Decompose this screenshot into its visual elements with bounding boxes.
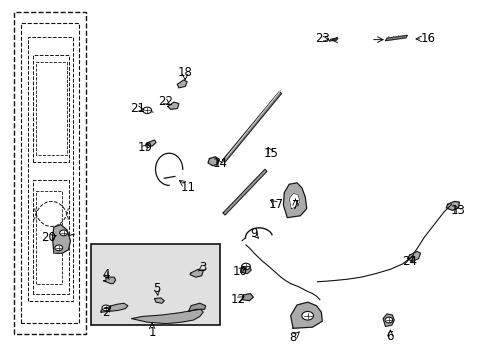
Text: 19: 19 [137,141,152,154]
Text: 5: 5 [153,283,161,296]
Bar [91,244,220,325]
Polygon shape [382,314,393,327]
Polygon shape [103,277,116,284]
Polygon shape [240,266,251,274]
Text: 18: 18 [177,66,192,79]
Polygon shape [190,269,203,277]
Polygon shape [446,202,458,210]
Circle shape [241,263,250,270]
Text: 21: 21 [130,102,145,115]
Polygon shape [131,309,203,324]
Circle shape [301,311,313,320]
Polygon shape [223,169,266,215]
Polygon shape [290,302,322,328]
Text: 17: 17 [268,198,283,211]
Text: 3: 3 [199,261,206,274]
Polygon shape [52,225,70,253]
Circle shape [102,305,110,311]
Polygon shape [385,35,407,41]
Text: 20: 20 [41,231,56,244]
Text: 12: 12 [231,293,245,306]
Text: 4: 4 [102,268,109,281]
Text: 6: 6 [386,330,393,343]
Polygon shape [407,251,420,261]
Text: 11: 11 [181,181,196,194]
Polygon shape [167,102,179,109]
Polygon shape [207,157,219,166]
Polygon shape [101,303,127,312]
Text: 7: 7 [291,198,299,212]
Text: 22: 22 [158,95,172,108]
Polygon shape [329,38,337,41]
Polygon shape [222,91,281,162]
Polygon shape [242,294,253,301]
Text: 23: 23 [314,32,329,45]
Circle shape [142,107,151,113]
Text: 14: 14 [212,157,227,170]
Text: 1: 1 [148,327,156,339]
Polygon shape [146,140,156,146]
Polygon shape [188,303,205,311]
Text: 16: 16 [420,32,435,45]
Text: 10: 10 [232,265,246,278]
Polygon shape [154,298,164,303]
Text: 8: 8 [289,332,296,345]
Circle shape [60,230,67,236]
Text: 13: 13 [450,204,465,217]
Text: 15: 15 [263,147,278,160]
Polygon shape [288,194,299,208]
Text: 2: 2 [102,306,109,319]
Circle shape [55,245,62,251]
Text: 9: 9 [250,227,258,240]
Polygon shape [177,80,187,88]
Text: 24: 24 [402,255,416,268]
Circle shape [384,317,392,323]
Polygon shape [283,183,306,217]
